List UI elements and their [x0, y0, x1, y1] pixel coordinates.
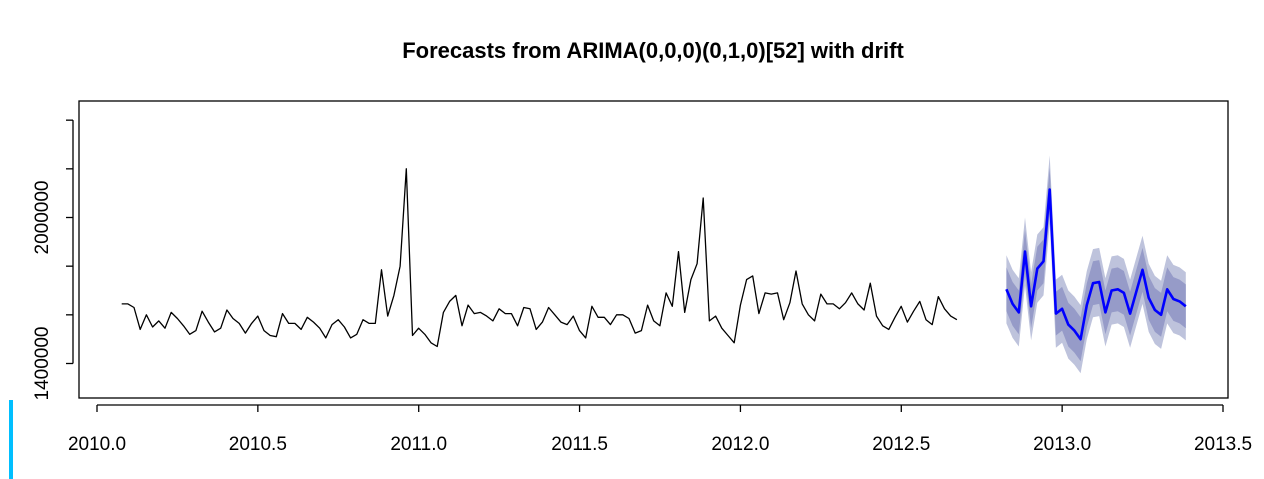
- series-lines: [121, 168, 1187, 348]
- prediction-interval-bands: [1006, 155, 1186, 374]
- point-forecast-series-line: [1005, 188, 1187, 341]
- x-tick-label: 2012.0: [711, 434, 769, 455]
- x-tick-label: 2013.0: [1033, 434, 1091, 455]
- x-tick-label: 2010.0: [68, 434, 126, 455]
- x-tick-label: 2011.5: [551, 434, 608, 455]
- chart-title: Forecasts from ARIMA(0,0,0)(0,1,0)[52] w…: [402, 38, 904, 63]
- x-axis: 2010.0 2010.5 2011.0 2011.5 2012.0 2012.5 2013…: [68, 404, 1252, 455]
- x-tick-label: 2013.5: [1194, 434, 1252, 455]
- left-edge-accent: [0, 400, 13, 479]
- y-tick-label: 2000000: [32, 181, 53, 255]
- observed-series-line: [121, 168, 958, 348]
- x-tick-label: 2012.5: [872, 434, 930, 455]
- plot-frame: [78, 100, 1229, 399]
- x-tick-label: 2011.0: [390, 434, 447, 455]
- y-axis: 1400000 2000000: [32, 119, 74, 401]
- y-tick-label: 1400000: [32, 327, 53, 401]
- x-tick-label: 2010.5: [229, 434, 287, 455]
